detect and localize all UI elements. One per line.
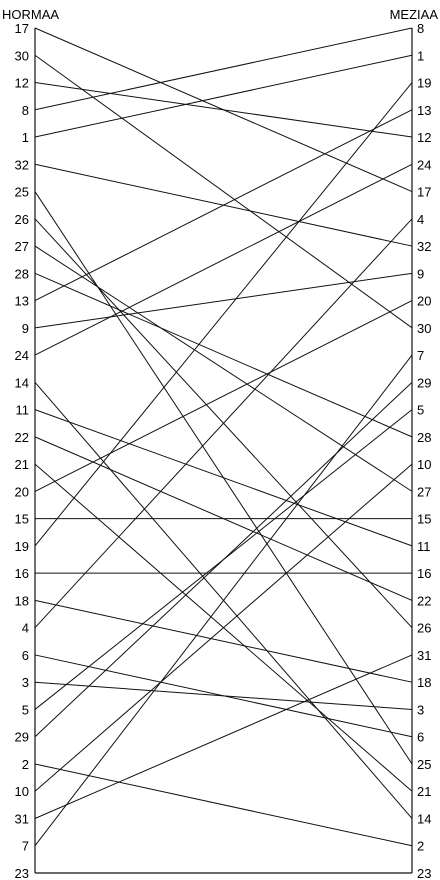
link-8 — [34, 27, 413, 111]
left-label-3: 3 — [22, 675, 29, 690]
left-label-31: 31 — [15, 811, 29, 826]
right-label-31: 31 — [417, 648, 431, 663]
right-label-13: 13 — [417, 103, 431, 118]
right-label-5: 5 — [417, 403, 424, 418]
link-27 — [34, 245, 413, 492]
left-label-16: 16 — [15, 566, 29, 581]
link-7 — [34, 354, 413, 847]
right-label-26: 26 — [417, 621, 431, 636]
right-label-1: 1 — [417, 48, 424, 63]
right-label-32: 32 — [417, 239, 431, 254]
left-label-4: 4 — [22, 621, 29, 636]
right-label-3: 3 — [417, 702, 424, 717]
left-label-20: 20 — [15, 484, 29, 499]
link-12 — [34, 82, 413, 138]
left-label-10: 10 — [15, 784, 29, 799]
right-label-22: 22 — [417, 593, 431, 608]
right-label-20: 20 — [417, 294, 431, 309]
link-1 — [34, 54, 413, 138]
right-label-4: 4 — [417, 212, 424, 227]
left-label-12: 12 — [15, 76, 29, 91]
right-label-25: 25 — [417, 757, 431, 772]
right-label-11: 11 — [417, 539, 431, 554]
connection-lines — [34, 27, 413, 874]
right-label-16: 16 — [417, 566, 431, 581]
link-31 — [34, 654, 413, 819]
right-label-9: 9 — [417, 266, 424, 281]
left-label-29: 29 — [15, 730, 29, 745]
left-label-14: 14 — [15, 375, 29, 390]
link-4 — [34, 218, 413, 629]
right-label-17: 17 — [417, 185, 431, 200]
link-13 — [34, 109, 413, 302]
left-label-9: 9 — [22, 321, 29, 336]
left-label-8: 8 — [22, 103, 29, 118]
right-axis-title: MEZIAA — [390, 7, 439, 22]
right-label-30: 30 — [417, 321, 431, 336]
left-label-1: 1 — [22, 130, 29, 145]
right-labels: 8119131224174329203072952810271511162226… — [417, 21, 431, 880]
left-label-25: 25 — [15, 185, 29, 200]
link-28 — [34, 272, 413, 438]
left-label-18: 18 — [15, 593, 29, 608]
right-label-12: 12 — [417, 130, 431, 145]
link-10 — [34, 463, 413, 792]
right-label-8: 8 — [417, 21, 424, 36]
left-label-19: 19 — [15, 539, 29, 554]
left-axis-title: HORMAA — [2, 7, 59, 22]
right-label-29: 29 — [417, 375, 431, 390]
right-label-14: 14 — [417, 811, 431, 826]
right-label-23: 23 — [417, 866, 431, 880]
link-29 — [34, 381, 413, 738]
left-label-13: 13 — [15, 294, 29, 309]
left-label-6: 6 — [22, 648, 29, 663]
link-18 — [34, 599, 413, 683]
link-11 — [34, 409, 413, 547]
link-19 — [34, 82, 413, 547]
left-label-7: 7 — [22, 839, 29, 854]
right-label-27: 27 — [417, 484, 431, 499]
link-9 — [34, 272, 413, 329]
right-label-2: 2 — [417, 839, 424, 854]
right-label-15: 15 — [417, 512, 431, 527]
link-3 — [34, 681, 413, 710]
left-labels: 1730128132252627281392414112221201519161… — [15, 21, 29, 880]
left-label-21: 21 — [15, 457, 29, 472]
right-label-24: 24 — [417, 157, 431, 172]
left-label-22: 22 — [15, 430, 29, 445]
left-label-32: 32 — [15, 157, 29, 172]
link-24 — [34, 163, 413, 356]
right-label-28: 28 — [417, 430, 431, 445]
left-label-2: 2 — [22, 757, 29, 772]
left-label-23: 23 — [15, 866, 29, 880]
left-label-27: 27 — [15, 239, 29, 254]
right-label-21: 21 — [417, 784, 431, 799]
right-label-10: 10 — [417, 457, 431, 472]
right-label-19: 19 — [417, 76, 431, 91]
left-label-11: 11 — [16, 403, 30, 418]
left-label-26: 26 — [15, 212, 29, 227]
right-label-6: 6 — [417, 730, 424, 745]
link-2 — [34, 763, 413, 847]
link-20 — [34, 300, 413, 492]
right-label-7: 7 — [417, 348, 424, 363]
left-label-5: 5 — [22, 702, 29, 717]
left-label-30: 30 — [15, 48, 29, 63]
right-label-18: 18 — [417, 675, 431, 690]
left-label-15: 15 — [15, 512, 29, 527]
left-label-28: 28 — [15, 266, 29, 281]
left-label-17: 17 — [15, 21, 29, 36]
left-label-24: 24 — [15, 348, 29, 363]
